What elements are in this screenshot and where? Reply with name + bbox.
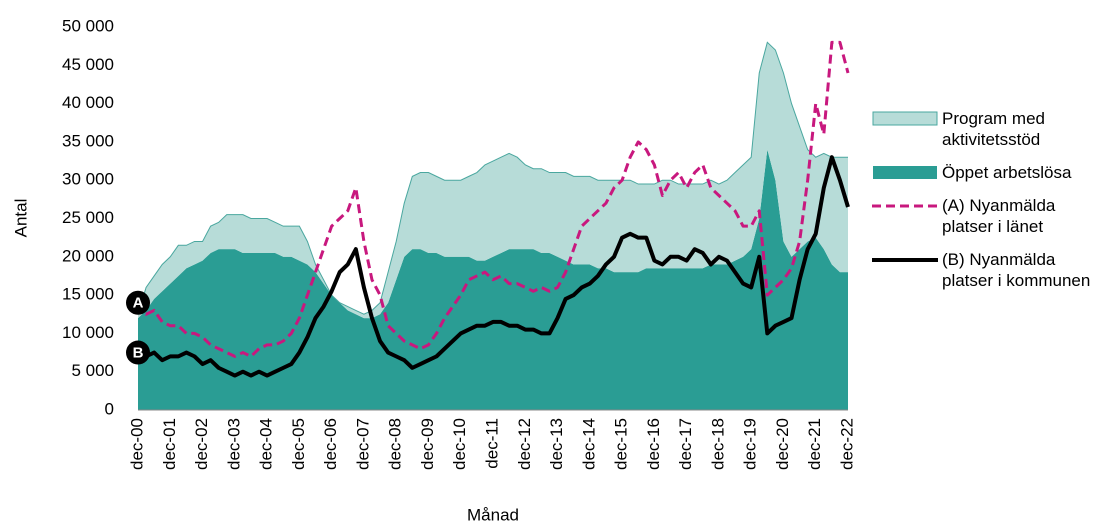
y-tick-label: 30 000 xyxy=(62,170,114,189)
legend: Program med aktivitetsstöd Öppet arbetslö… xyxy=(872,108,1108,303)
x-tick-label: dec-19 xyxy=(741,418,760,470)
x-tick-label: dec-20 xyxy=(773,418,792,470)
y-tick-label: 40 000 xyxy=(62,93,114,112)
x-tick-label: dec-11 xyxy=(482,418,501,469)
x-tick-label: dec-05 xyxy=(289,418,308,470)
legend-swatch xyxy=(873,166,937,179)
legend-swatch xyxy=(872,111,938,126)
line xyxy=(137,155,850,378)
x-tick-label: dec-18 xyxy=(708,418,727,470)
x-tick-label: dec-17 xyxy=(676,418,695,470)
legend-label: (A) Nyanmälda platser i länet xyxy=(942,196,1056,236)
x-tick-label: dec-13 xyxy=(547,418,566,470)
x-tick-label: dec-09 xyxy=(418,418,437,470)
swatch xyxy=(872,111,938,126)
x-tick-label: dec-07 xyxy=(353,418,372,470)
x-tick-label: dec-14 xyxy=(579,418,598,470)
legend-label: Program med aktivitetsstöd xyxy=(942,109,1045,149)
legend-item: Program med aktivitetsstöd xyxy=(872,108,1108,150)
y-tick-label: 5 000 xyxy=(71,361,114,380)
x-tick-label: dec-01 xyxy=(160,418,179,470)
y-tick-label: 50 000 xyxy=(62,16,114,35)
swatch xyxy=(873,166,937,179)
y-tick-label: 0 xyxy=(105,399,114,418)
y-tick-label: 25 000 xyxy=(62,208,114,227)
annotation-marker xyxy=(126,340,150,365)
legend-label: (B) Nyanmälda platser i kommunen xyxy=(942,250,1091,290)
x-axis-label: Månad xyxy=(467,505,519,524)
area-edge xyxy=(137,41,848,315)
x-tick-label: dec-06 xyxy=(321,418,340,470)
annotation: A xyxy=(133,295,144,312)
legend-label: Öppet arbetslösa xyxy=(942,163,1072,182)
x-tick-label: dec-22 xyxy=(837,418,856,470)
x-tick-label: dec-04 xyxy=(257,418,276,470)
annotation: B xyxy=(133,345,144,362)
y-axis-label: Antal xyxy=(11,199,30,238)
legend-swatch xyxy=(872,204,938,208)
area xyxy=(138,42,848,319)
y-tick-label: 20 000 xyxy=(62,246,114,265)
legend-item: Öppet arbetslösa xyxy=(872,162,1108,183)
y-tick-label: 15 000 xyxy=(62,285,114,304)
legend-item: (B) Nyanmälda platser i kommunen xyxy=(872,249,1108,291)
x-tick-label: dec-16 xyxy=(644,418,663,470)
x-tick-label: dec-02 xyxy=(192,418,211,470)
legend-item: (A) Nyanmälda platser i länet xyxy=(872,195,1108,237)
x-tick-label: dec-21 xyxy=(805,418,824,470)
x-tick-label: dec-12 xyxy=(515,418,534,470)
legend-swatch xyxy=(872,258,938,262)
x-tick-label: dec-08 xyxy=(386,418,405,470)
line xyxy=(136,40,850,358)
y-tick-label: 35 000 xyxy=(62,131,114,150)
x-tick-label: dec-03 xyxy=(224,418,243,470)
annotation-marker xyxy=(126,290,150,315)
x-tick-label: dec-10 xyxy=(450,418,469,470)
x-tick-label: dec-00 xyxy=(127,418,146,470)
x-tick-label: dec-15 xyxy=(612,418,631,470)
y-tick-label: 45 000 xyxy=(62,55,114,74)
y-tick-label: 10 000 xyxy=(62,323,114,342)
